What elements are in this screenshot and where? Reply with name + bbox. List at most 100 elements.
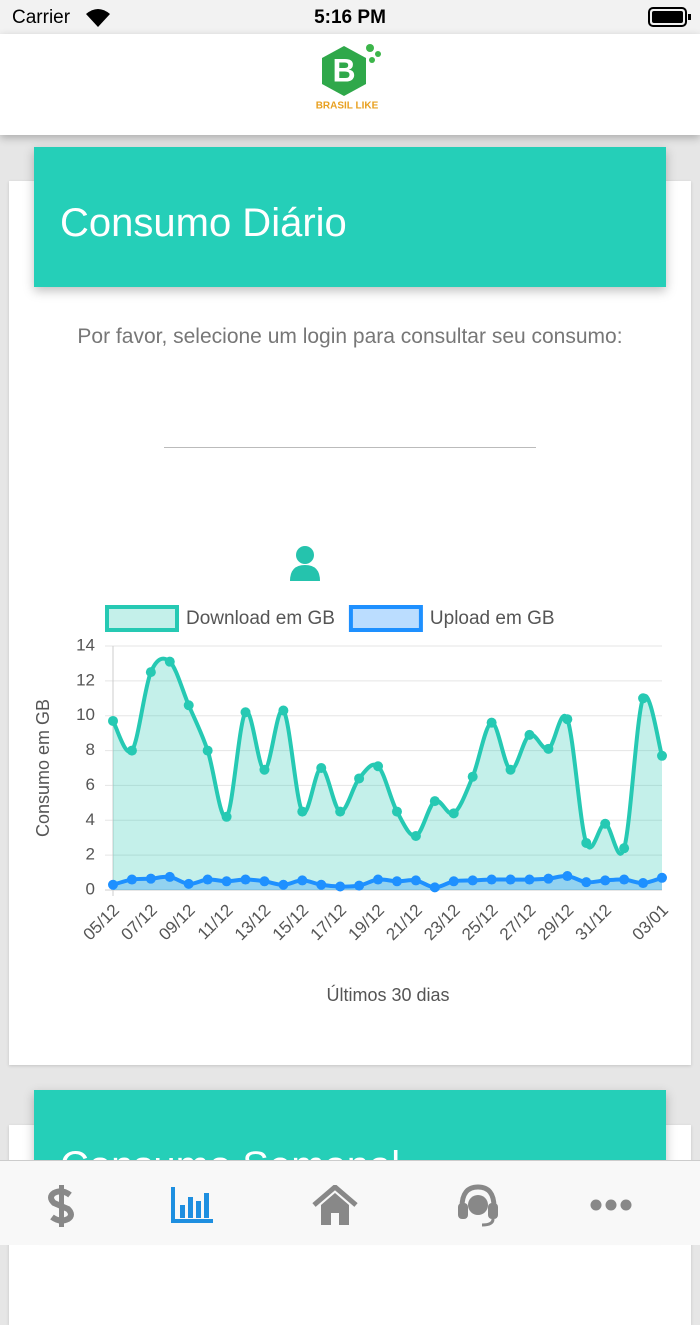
data-point <box>373 761 384 772</box>
y-tick-label: 0 <box>86 879 95 898</box>
data-point <box>410 875 421 886</box>
data-point <box>335 806 346 817</box>
y-tick-label: 12 <box>76 670 95 689</box>
more-tab[interactable] <box>590 1199 632 1211</box>
x-tick-label: 17/12 <box>307 901 351 945</box>
y-tick-label: 2 <box>86 845 95 864</box>
tab-bar <box>0 1160 700 1245</box>
x-tick-label: 29/12 <box>534 901 578 945</box>
data-point <box>429 882 440 893</box>
data-point <box>164 656 175 667</box>
data-point <box>240 874 251 885</box>
data-point <box>108 715 118 726</box>
data-point <box>448 808 459 819</box>
data-point <box>638 878 649 889</box>
data-point <box>467 875 478 886</box>
data-point <box>619 874 630 885</box>
consumption-tab[interactable] <box>171 1187 213 1223</box>
user-icon <box>290 546 320 581</box>
status-bar: Carrier 5:16 PM <box>0 0 700 34</box>
legend-swatch <box>105 605 179 632</box>
y-tick-label: 10 <box>76 705 95 724</box>
wifi-icon <box>86 9 110 27</box>
data-point <box>486 874 497 885</box>
data-point <box>221 876 232 887</box>
x-tick-label: 21/12 <box>382 901 426 945</box>
data-point <box>391 876 402 887</box>
carrier: Carrier <box>12 7 71 28</box>
data-point <box>316 879 327 890</box>
data-point <box>543 873 554 884</box>
x-tick-label: 13/12 <box>231 901 275 945</box>
data-point <box>316 763 327 773</box>
data-point <box>562 714 573 725</box>
x-tick-label: 23/12 <box>420 901 464 945</box>
data-point <box>354 880 365 891</box>
data-point <box>448 876 459 887</box>
data-point <box>354 773 365 784</box>
data-point <box>391 806 402 817</box>
data-point <box>108 879 118 890</box>
app-header: B BRASIL LIKE <box>0 34 700 135</box>
data-point <box>657 750 667 761</box>
data-point <box>164 871 175 882</box>
x-tick-label: 07/12 <box>117 901 161 945</box>
data-point <box>562 871 573 882</box>
x-axis-title: Últimos 30 dias <box>326 984 449 1005</box>
data-point <box>581 877 592 888</box>
y-tick-label: 6 <box>86 775 95 794</box>
data-point <box>429 796 440 807</box>
x-tick-label: 03/01 <box>628 901 672 945</box>
chart: Consumo em GB Últimos 30 dias 0 2 4 6 8 10 12 1… <box>33 605 672 1005</box>
logo: B BRASIL LIKE <box>316 44 381 112</box>
data-point <box>505 874 516 885</box>
data-point <box>638 693 649 704</box>
prompt: Por favor, selecione um login para consu… <box>77 325 623 348</box>
home-tab[interactable] <box>312 1185 358 1225</box>
data-point <box>183 700 194 711</box>
area-fill <box>113 658 662 890</box>
x-tick-label: 27/12 <box>496 901 540 945</box>
login-select[interactable] <box>164 447 536 448</box>
data-point <box>467 771 478 782</box>
data-point <box>202 874 213 885</box>
data-point <box>145 873 156 884</box>
data-point <box>600 818 611 829</box>
data-point <box>524 729 535 740</box>
data-point <box>581 837 592 848</box>
y-tick-label: 14 <box>76 635 95 654</box>
y-tick-label: 4 <box>86 810 95 829</box>
x-tick-label: 15/12 <box>269 901 313 945</box>
legend-label: Upload em GB <box>430 608 555 629</box>
legend-swatch <box>348 605 423 632</box>
data-point <box>183 878 194 889</box>
x-tick-label: 25/12 <box>458 901 502 945</box>
data-point <box>619 843 630 854</box>
data-point <box>126 874 137 885</box>
data-point <box>221 811 232 822</box>
data-point <box>278 879 289 890</box>
data-point <box>373 874 384 885</box>
data-point <box>259 876 270 887</box>
data-point <box>410 830 421 841</box>
area-fill <box>113 875 662 890</box>
billing-tab[interactable] <box>44 1185 80 1227</box>
daily-card-header: Consumo Diário <box>34 147 666 287</box>
data-point <box>126 745 137 756</box>
data-point <box>278 705 289 716</box>
data-point <box>600 875 611 886</box>
x-tick-label: 05/12 <box>79 901 123 945</box>
data-point <box>505 764 516 775</box>
battery-icon <box>648 7 691 27</box>
y-tick-label: 8 <box>86 740 95 759</box>
data-point <box>145 667 156 678</box>
y-axis-title: Consumo em GB <box>33 699 53 837</box>
data-point <box>297 806 308 817</box>
legend-label: Download em GB <box>186 608 335 629</box>
data-point <box>259 764 270 775</box>
data-point <box>486 717 497 728</box>
x-tick-label: 31/12 <box>572 901 616 945</box>
support-tab[interactable] <box>456 1183 500 1227</box>
data-point <box>543 743 554 754</box>
